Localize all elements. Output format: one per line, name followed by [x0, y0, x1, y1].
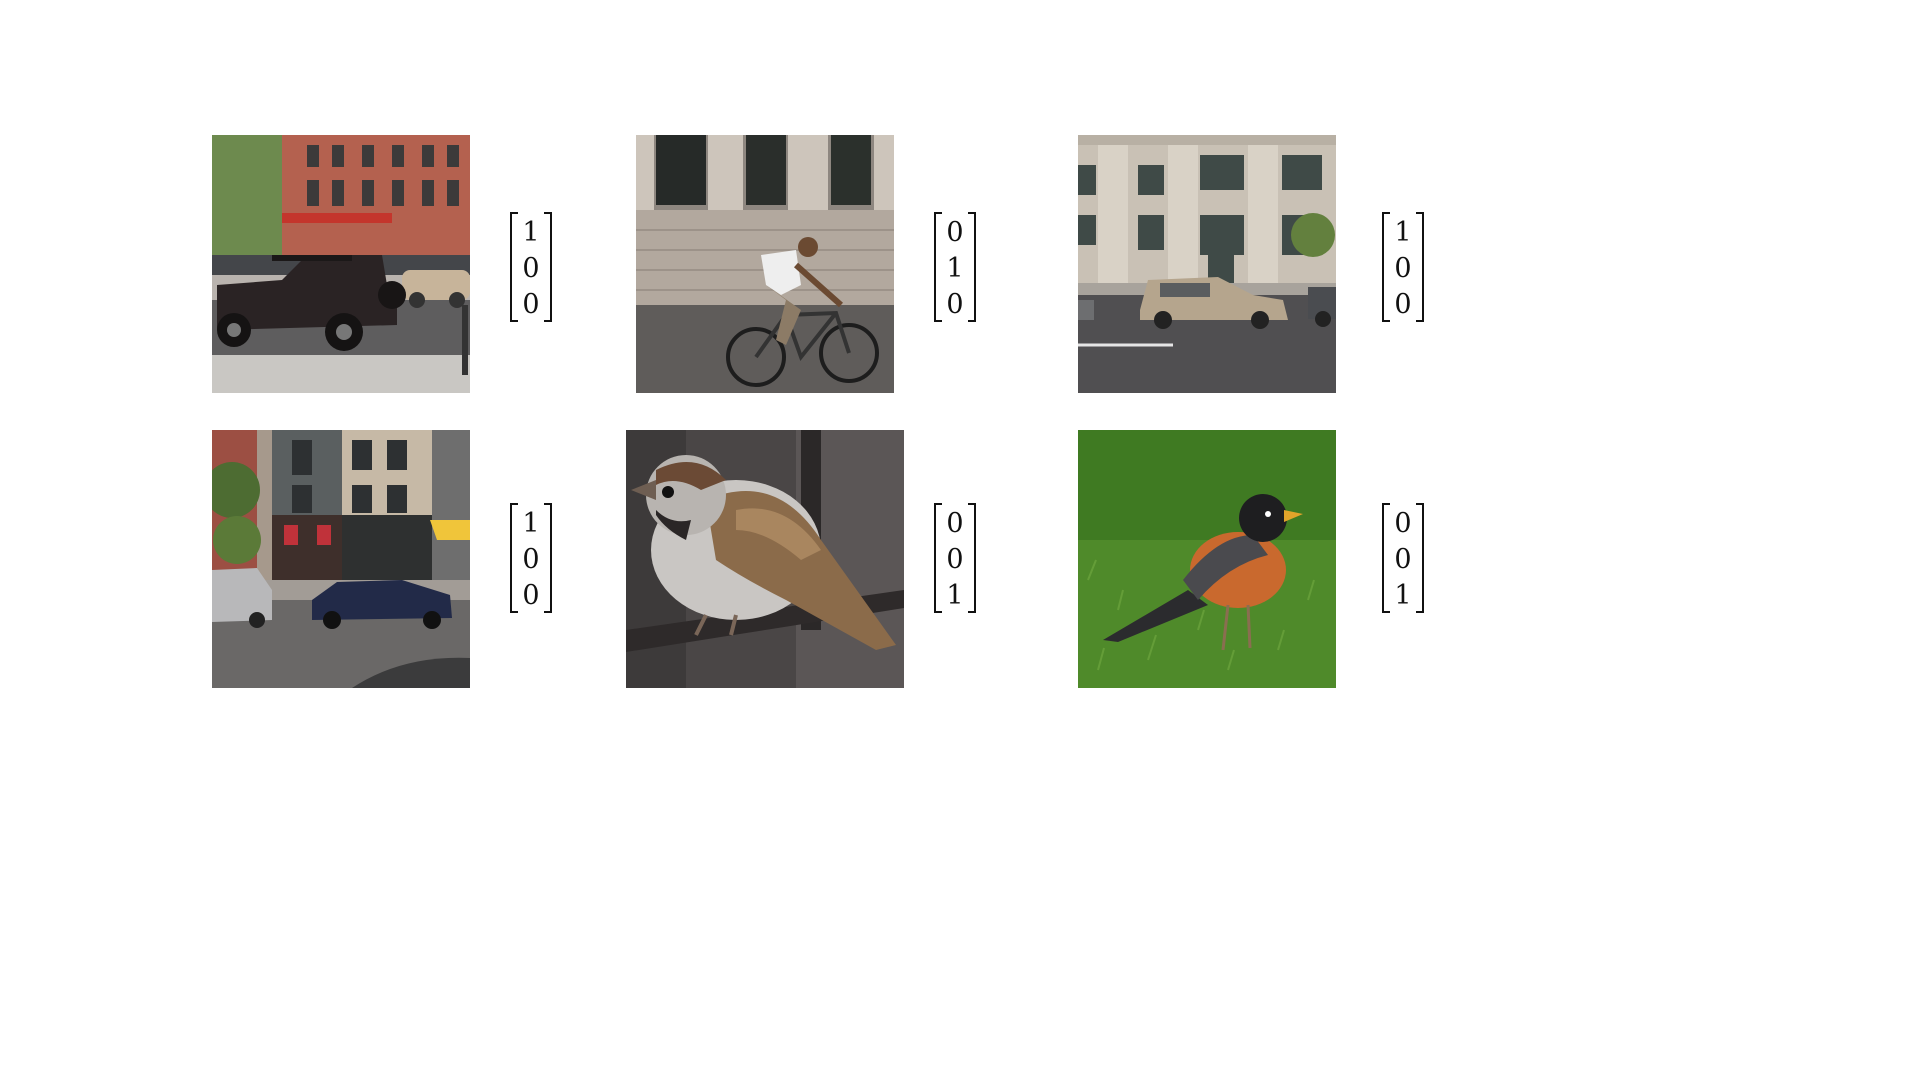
vector-entry: 0 — [1394, 289, 1412, 320]
vector-entry: 0 — [946, 217, 964, 248]
vector-entry: 0 — [1394, 508, 1412, 539]
sparrow-photo — [626, 430, 904, 688]
vector-entry: 0 — [946, 544, 964, 575]
vector-entry: 0 — [946, 508, 964, 539]
vector-entries: 0 0 1 — [942, 506, 968, 614]
vector-entries: 0 1 0 — [942, 215, 968, 323]
minivan-building-photo — [1078, 135, 1336, 393]
jeep-street-photo — [212, 135, 470, 393]
right-bracket — [968, 212, 976, 322]
vector-entry: 1 — [946, 580, 964, 611]
label-vector: 0 1 0 — [934, 212, 976, 324]
left-bracket — [934, 212, 942, 322]
label-vector: 1 0 0 — [510, 212, 552, 324]
vector-entries: 1 0 0 — [1390, 215, 1416, 323]
right-bracket — [968, 503, 976, 613]
cyclist-photo — [636, 135, 894, 393]
left-bracket — [934, 503, 942, 613]
right-bracket — [1416, 503, 1424, 613]
right-bracket — [1416, 212, 1424, 322]
left-bracket — [1382, 503, 1390, 613]
label-vector: 0 0 1 — [934, 503, 976, 615]
vector-entry: 0 — [522, 544, 540, 575]
right-bracket — [544, 212, 552, 322]
robin-photo — [1078, 430, 1336, 688]
vector-entry: 0 — [522, 253, 540, 284]
right-bracket — [544, 503, 552, 613]
left-bracket — [510, 212, 518, 322]
vector-entry: 0 — [946, 289, 964, 320]
vector-entry: 0 — [522, 289, 540, 320]
label-vector: 1 0 0 — [510, 503, 552, 615]
vector-entry: 1 — [946, 253, 964, 284]
vector-entry: 1 — [1394, 217, 1412, 248]
label-vector: 0 0 1 — [1382, 503, 1424, 615]
vector-entry: 0 — [522, 580, 540, 611]
left-bracket — [510, 503, 518, 613]
vector-entries: 1 0 0 — [518, 506, 544, 614]
street-cars-photo — [212, 430, 470, 688]
vector-entries: 1 0 0 — [518, 215, 544, 323]
label-vector: 1 0 0 — [1382, 212, 1424, 324]
vector-entry: 1 — [522, 508, 540, 539]
vector-entry: 0 — [1394, 253, 1412, 284]
vector-entry: 1 — [522, 217, 540, 248]
vector-entry: 0 — [1394, 544, 1412, 575]
vector-entry: 1 — [1394, 580, 1412, 611]
vector-entries: 0 0 1 — [1390, 506, 1416, 614]
left-bracket — [1382, 212, 1390, 322]
